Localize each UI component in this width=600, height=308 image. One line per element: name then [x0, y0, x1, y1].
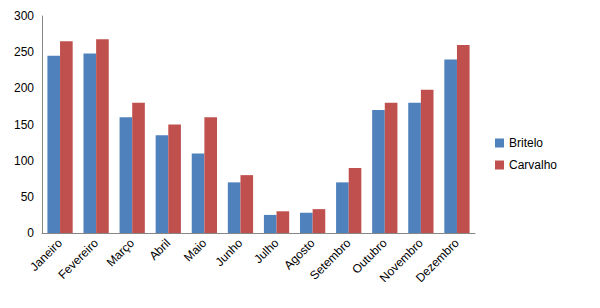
svg-text:50: 50: [21, 190, 35, 204]
svg-text:Outubro: Outubro: [349, 236, 390, 277]
svg-text:Dezembro: Dezembro: [413, 236, 462, 285]
svg-text:250: 250: [14, 45, 34, 59]
svg-text:100: 100: [14, 154, 34, 168]
svg-text:200: 200: [14, 81, 34, 95]
svg-text:Britelo: Britelo: [509, 136, 543, 150]
svg-text:Setembro: Setembro: [307, 236, 354, 283]
svg-text:Carvalho: Carvalho: [509, 158, 557, 172]
svg-text:0: 0: [27, 226, 34, 240]
svg-text:Maio: Maio: [181, 236, 210, 265]
svg-text:300: 300: [14, 9, 34, 23]
svg-text:Março: Março: [104, 236, 138, 270]
svg-text:Julho: Julho: [251, 236, 281, 266]
svg-text:Agosto: Agosto: [281, 236, 318, 273]
svg-text:Janeiro: Janeiro: [27, 236, 65, 274]
svg-text:Junho: Junho: [212, 236, 245, 269]
svg-text:Fevereiro: Fevereiro: [55, 236, 101, 282]
svg-text:Novembro: Novembro: [376, 236, 426, 286]
svg-text:150: 150: [14, 118, 34, 132]
svg-text:Abril: Abril: [146, 236, 173, 263]
